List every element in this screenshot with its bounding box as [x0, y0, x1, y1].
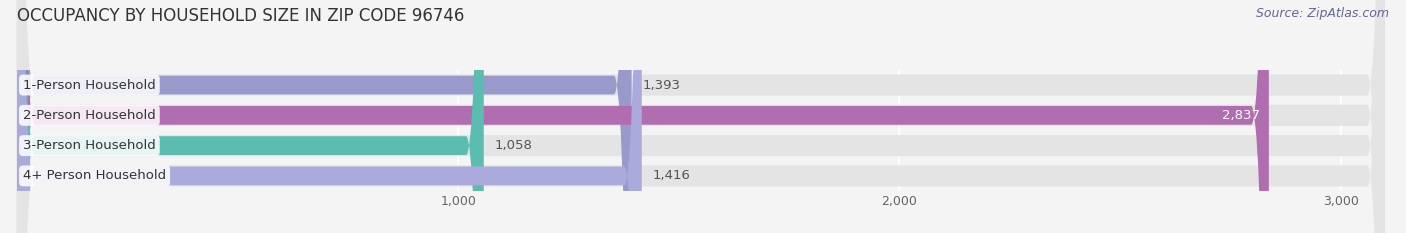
FancyBboxPatch shape: [17, 0, 631, 233]
Text: 1,058: 1,058: [495, 139, 533, 152]
FancyBboxPatch shape: [17, 0, 641, 233]
FancyBboxPatch shape: [17, 0, 1385, 233]
Text: 2,837: 2,837: [1222, 109, 1260, 122]
Text: 1-Person Household: 1-Person Household: [22, 79, 156, 92]
FancyBboxPatch shape: [17, 0, 484, 233]
Text: 4+ Person Household: 4+ Person Household: [22, 169, 166, 182]
FancyBboxPatch shape: [17, 0, 1385, 233]
Text: 1,393: 1,393: [643, 79, 681, 92]
Text: 3-Person Household: 3-Person Household: [22, 139, 156, 152]
Text: 1,416: 1,416: [652, 169, 690, 182]
Text: OCCUPANCY BY HOUSEHOLD SIZE IN ZIP CODE 96746: OCCUPANCY BY HOUSEHOLD SIZE IN ZIP CODE …: [17, 7, 464, 25]
Text: 2-Person Household: 2-Person Household: [22, 109, 156, 122]
FancyBboxPatch shape: [17, 0, 1268, 233]
FancyBboxPatch shape: [17, 0, 1385, 233]
FancyBboxPatch shape: [17, 0, 1385, 233]
Text: Source: ZipAtlas.com: Source: ZipAtlas.com: [1256, 7, 1389, 20]
